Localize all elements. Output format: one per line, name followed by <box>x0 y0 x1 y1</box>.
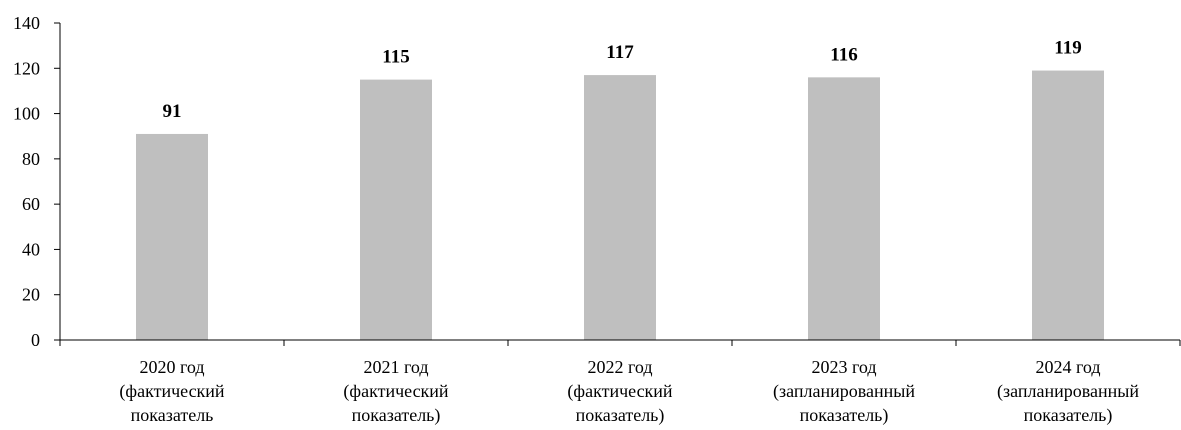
bar <box>584 75 656 340</box>
data-label: 115 <box>382 47 409 68</box>
y-tick-label: 80 <box>22 149 40 169</box>
x-axis-categories: 2020 год (фактический показатель 2021 год (ф… <box>59 340 1181 426</box>
category-label-line: 2024 год <box>1035 357 1100 377</box>
category-label-line: (фактический <box>567 381 673 402</box>
category-label-line: (запланированный <box>773 381 915 402</box>
data-label: 119 <box>1054 38 1081 59</box>
y-axis-ticks: 0 20 40 60 80 100 120 140 <box>13 13 60 350</box>
category-label-line: показатель <box>131 405 214 425</box>
category-label: 2020 год (фактический показатель <box>119 357 225 425</box>
data-labels: 91 115 117 116 119 <box>163 38 1082 122</box>
category-label-line: показатель) <box>352 405 441 426</box>
category-label-line: 2022 год <box>587 357 652 377</box>
category-label-line: показатель) <box>576 405 665 426</box>
y-tick-label: 100 <box>13 104 40 124</box>
y-tick-label: 120 <box>13 58 40 78</box>
bar <box>1032 70 1104 341</box>
category-label-line: (запланированный <box>997 381 1139 402</box>
bar <box>360 79 432 340</box>
category-label-line: (фактический <box>119 381 225 402</box>
y-tick-label: 20 <box>22 285 40 305</box>
category-label: 2021 год (фактический показатель) <box>343 357 449 426</box>
data-label: 116 <box>830 44 857 65</box>
y-tick-label: 0 <box>31 330 40 350</box>
y-tick-label: 60 <box>22 194 40 214</box>
category-label-line: 2020 год <box>139 357 204 377</box>
data-label: 117 <box>606 42 634 63</box>
data-label: 91 <box>163 101 182 122</box>
y-tick-label: 40 <box>22 239 40 259</box>
category-label: 2024 год (запланированный показатель) <box>997 357 1139 426</box>
category-label: 2022 год (фактический показатель) <box>567 357 673 426</box>
category-label-line: 2021 год <box>363 357 428 377</box>
bar <box>136 133 208 340</box>
category-label-line: показатель) <box>1024 405 1113 426</box>
category-label: 2023 год (запланированный показатель) <box>773 357 915 426</box>
bars <box>136 70 1104 341</box>
y-tick-label: 140 <box>13 13 40 33</box>
category-label-line: (фактический <box>343 381 449 402</box>
category-label-line: показатель) <box>800 405 889 426</box>
bar <box>808 77 880 340</box>
category-label-line: 2023 год <box>811 357 876 377</box>
